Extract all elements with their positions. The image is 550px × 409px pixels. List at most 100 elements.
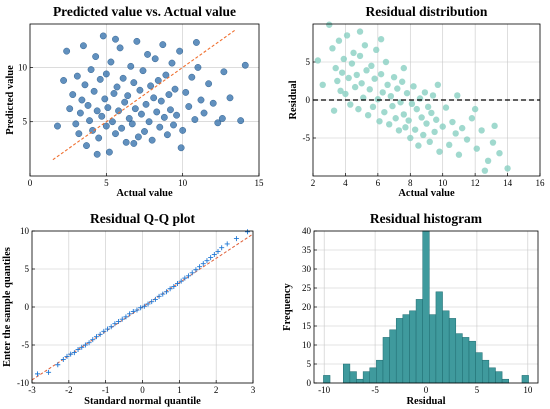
residual-point bbox=[442, 104, 450, 111]
residual-point bbox=[356, 28, 364, 35]
residual-point bbox=[314, 57, 322, 64]
y-tick-label: 5 bbox=[23, 117, 28, 127]
y-tick-label: 25 bbox=[302, 283, 312, 293]
qq-marker bbox=[204, 258, 210, 264]
residual-point bbox=[392, 115, 399, 122]
y-tick-label: 0 bbox=[307, 378, 312, 388]
panel-scatter-predicted-vs-actual: Predicted value vs. Actual value Actual … bbox=[5, 4, 264, 199]
scatter-point bbox=[80, 42, 87, 50]
scatter-point bbox=[160, 113, 168, 121]
qq-marker bbox=[55, 362, 61, 368]
scatter-point bbox=[122, 138, 130, 146]
residual-point bbox=[369, 103, 377, 111]
residual-point bbox=[374, 96, 382, 103]
residual-point bbox=[363, 67, 370, 74]
residual-point bbox=[348, 60, 356, 67]
histogram-bar bbox=[382, 337, 390, 384]
scatter-point bbox=[136, 86, 144, 94]
x-axis-label: Actual value bbox=[116, 188, 173, 199]
residual-point bbox=[429, 92, 437, 99]
scatter-point bbox=[107, 58, 115, 66]
x-tick-label: 10 bbox=[178, 178, 188, 188]
residual-point bbox=[387, 93, 395, 100]
residual-point bbox=[397, 99, 404, 106]
scatter-point bbox=[102, 122, 110, 130]
scatter-point bbox=[128, 120, 136, 128]
x-axis-label: Standard normal quantile bbox=[84, 396, 201, 407]
residual-point bbox=[366, 86, 373, 93]
residual-point bbox=[458, 124, 466, 132]
histogram-bar bbox=[409, 310, 417, 384]
x-tick-label: 15 bbox=[255, 178, 265, 188]
residual-point bbox=[416, 95, 424, 102]
scatter-point bbox=[78, 96, 86, 104]
y-tick-label: 0 bbox=[25, 302, 30, 312]
scatter-point bbox=[191, 116, 199, 123]
qq-marker bbox=[127, 311, 133, 317]
residual-point bbox=[377, 70, 385, 78]
y-tick-label: 40 bbox=[302, 226, 312, 236]
residual-point bbox=[353, 71, 360, 79]
scatter-point bbox=[163, 131, 171, 139]
residual-point bbox=[413, 105, 420, 113]
qq-marker bbox=[200, 261, 206, 267]
scatter-point bbox=[81, 81, 89, 89]
y-tick-label: 20 bbox=[302, 302, 312, 312]
residual-point bbox=[468, 115, 476, 122]
scatter-point bbox=[84, 102, 92, 109]
histogram-bar bbox=[389, 329, 397, 384]
residual-point bbox=[420, 131, 427, 139]
residual-point bbox=[491, 122, 498, 130]
histogram-bar bbox=[343, 363, 351, 384]
qq-marker bbox=[160, 291, 166, 297]
y-axis-label: Residual bbox=[288, 80, 299, 119]
residual-point bbox=[398, 78, 406, 85]
scatter-point bbox=[177, 144, 185, 152]
scatter-point bbox=[119, 74, 127, 82]
residual-point bbox=[338, 69, 346, 76]
scatter-point bbox=[167, 106, 174, 114]
residual-point bbox=[436, 148, 443, 155]
qq-marker bbox=[105, 326, 111, 332]
qq-marker bbox=[64, 353, 70, 359]
scatter-point bbox=[197, 96, 205, 104]
scatter-point bbox=[237, 117, 245, 125]
residual-point bbox=[484, 157, 492, 164]
residual-point bbox=[481, 167, 489, 174]
scatter-point bbox=[241, 61, 249, 69]
histogram-bar bbox=[369, 367, 377, 384]
histogram-bar bbox=[395, 318, 404, 384]
x-tick-label: -10 bbox=[318, 385, 330, 395]
residual-point bbox=[368, 62, 375, 69]
histogram-bar bbox=[448, 318, 457, 384]
scatter-point bbox=[116, 44, 124, 52]
scatter-point bbox=[171, 85, 179, 93]
scatter-point bbox=[150, 94, 158, 102]
y-tick-label: 15 bbox=[302, 321, 312, 331]
scatter-point bbox=[147, 82, 155, 90]
x-tick-label: 5 bbox=[104, 178, 109, 188]
scatter-point bbox=[159, 41, 167, 49]
qq-marker bbox=[101, 328, 107, 334]
y-axis-label: Enter the sample quantiles bbox=[2, 247, 13, 367]
qq-marker bbox=[189, 270, 195, 276]
y-tick-label: -5 bbox=[303, 133, 311, 143]
histogram-bar bbox=[356, 378, 364, 384]
scatter-point bbox=[165, 91, 173, 98]
qq-marker bbox=[149, 299, 155, 305]
x-tick-label: 0 bbox=[140, 385, 145, 395]
scatter-point bbox=[176, 47, 184, 55]
residual-point bbox=[504, 165, 511, 172]
x-tick-label: 8 bbox=[408, 178, 413, 188]
residual-point bbox=[345, 74, 352, 82]
residual-point bbox=[421, 89, 429, 96]
scatter-point bbox=[104, 104, 112, 112]
panel-title: Residual distribution bbox=[366, 4, 488, 19]
scatter-point bbox=[205, 80, 213, 88]
qq-marker bbox=[152, 296, 158, 302]
scatter-point bbox=[226, 94, 234, 102]
qq-marker bbox=[90, 337, 96, 343]
residual-point bbox=[431, 128, 438, 136]
scatter-point bbox=[95, 134, 103, 142]
histogram-bar bbox=[376, 359, 384, 384]
